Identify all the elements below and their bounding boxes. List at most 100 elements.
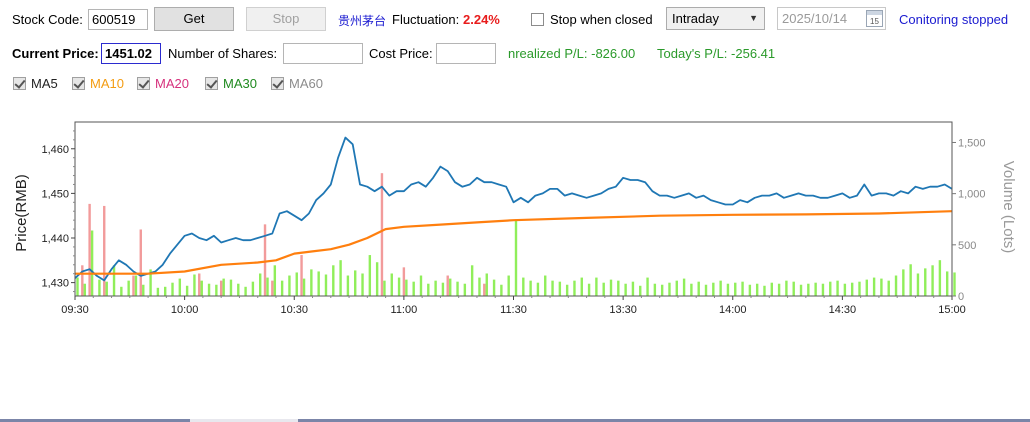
cost-price-label: Cost Price:	[369, 46, 433, 61]
volume-bar-up	[229, 279, 233, 296]
volume-bar-up	[565, 284, 569, 296]
x-tick-label: 10:00	[171, 304, 199, 316]
volume-bar-up	[807, 283, 810, 296]
volume-bar-up	[251, 281, 255, 296]
x-tick-label: 14:00	[719, 304, 747, 316]
volume-bar-up	[792, 281, 795, 296]
volume-bar-down	[198, 273, 201, 296]
ma-label-ma60[interactable]: MA60	[289, 76, 323, 91]
current-price-label: Current Price:	[12, 46, 99, 61]
volume-bar-up	[755, 283, 759, 296]
ma-checkbox-ma10[interactable]	[72, 77, 85, 90]
y2-tick-label: 1,500	[958, 137, 986, 149]
ma-label-ma30[interactable]: MA30	[223, 76, 257, 91]
cost-price-input[interactable]	[436, 43, 496, 64]
volume-bars	[76, 173, 956, 296]
volume-bar-down	[380, 173, 384, 296]
volume-bar-up	[149, 269, 152, 296]
ma-checkbox-ma60[interactable]	[271, 77, 284, 90]
volume-bar-up	[719, 280, 722, 296]
volume-bar-up	[346, 275, 350, 296]
ma-checkbox-ma30[interactable]	[205, 77, 218, 90]
volume-bar-up	[909, 264, 912, 296]
volume-bar-up	[602, 282, 605, 296]
volume-bar-up	[273, 265, 277, 296]
volume-bar-up	[463, 283, 467, 296]
volume-bar-up	[310, 269, 313, 296]
calendar-icon[interactable]: 15	[866, 10, 883, 27]
ma-checkbox-ma20[interactable]	[137, 77, 150, 90]
volume-bar-up	[858, 281, 861, 296]
ma-checkbox-ma5[interactable]	[13, 77, 26, 90]
volume-bar-up	[843, 283, 847, 296]
ma-label-ma20[interactable]: MA20	[155, 76, 189, 91]
volume-bar-down	[300, 255, 303, 296]
stock-code-label: Stock Code:	[12, 12, 83, 27]
unrealized-pl-label: nrealized P/L:	[508, 46, 588, 61]
unrealized-pl: nrealized P/L: -826.00	[508, 46, 635, 61]
stop-when-closed-checkbox[interactable]	[531, 13, 544, 26]
status-strip-segment	[298, 419, 1030, 422]
volume-bar-up	[726, 283, 730, 296]
volume-bar-up	[916, 273, 920, 296]
today-pl: Today's P/L: -256.41	[657, 46, 775, 61]
x-tick-label: 13:30	[609, 304, 637, 316]
volume-bar-down	[446, 275, 449, 296]
volume-bar-up	[288, 275, 291, 296]
today-pl-value: -256.41	[731, 46, 776, 61]
volume-bar-up	[522, 277, 525, 296]
volume-bar-up	[185, 285, 189, 296]
average-price-line	[75, 210, 953, 275]
volume-bar-up	[134, 275, 138, 296]
intraday-chart[interactable]: 09:30 10:00 10:30 11:00 11:30 13:30 14:00 14:30…	[0, 100, 1030, 320]
volume-bar-up	[427, 283, 430, 296]
stop-button[interactable]: Stop	[246, 7, 326, 31]
volume-bar-up	[237, 283, 240, 296]
shares-label: Number of Shares:	[168, 46, 278, 61]
volume-bar-up	[660, 284, 664, 296]
volume-bar-up	[171, 282, 174, 296]
volume-bar-up	[763, 285, 766, 296]
volume-bar-up	[390, 273, 393, 296]
stock-code-input[interactable]	[88, 9, 148, 30]
volume-bar-up	[931, 265, 934, 296]
ma-label-ma5[interactable]: MA5	[31, 76, 58, 91]
volume-bar-up	[507, 275, 510, 296]
volume-bar-up	[690, 283, 693, 296]
volume-bar-up	[266, 277, 269, 296]
volume-bar-up	[120, 286, 123, 296]
period-selected-value: Intraday	[672, 11, 719, 26]
date-picker[interactable]: 2025/10/14 15	[777, 7, 886, 30]
status-strip	[0, 419, 1030, 422]
volume-bar-up	[397, 277, 401, 296]
volume-bar-up	[105, 281, 108, 296]
volume-bar-up	[938, 260, 942, 296]
volume-bar-up	[434, 280, 437, 296]
period-select[interactable]: Intraday ▼	[666, 7, 765, 30]
volume-bar-up	[332, 265, 335, 296]
y2-tick-label: 500	[958, 240, 976, 252]
y2-axis-title: Volume (Lots)	[1000, 161, 1017, 254]
volume-bar-up	[164, 286, 167, 296]
volume-bar-up	[617, 280, 620, 296]
volume-bar-up	[317, 271, 320, 296]
volume-bar-up	[215, 284, 218, 296]
fluctuation-value: 2.24%	[463, 12, 500, 27]
shares-input[interactable]	[283, 43, 363, 64]
volume-bar-up	[492, 279, 496, 296]
stop-when-closed-label[interactable]: Stop when closed	[550, 12, 653, 27]
volume-bar-up	[354, 270, 357, 296]
volume-bar-up	[112, 265, 116, 296]
volume-bar-up	[850, 282, 854, 296]
volume-bar-up	[748, 284, 752, 296]
ma-label-ma10[interactable]: MA10	[90, 76, 124, 91]
get-button[interactable]: Get	[154, 7, 234, 31]
y-axis-title: Price(RMB)	[13, 174, 30, 252]
volume-bar-up	[456, 281, 459, 296]
current-price-field[interactable]	[101, 43, 161, 64]
fluctuation-label: Fluctuation:	[392, 12, 460, 27]
volume-bar-up	[544, 275, 547, 296]
volume-bar-up	[222, 278, 225, 296]
volume-bar-down	[483, 283, 486, 296]
volume-bar-up	[894, 275, 898, 296]
